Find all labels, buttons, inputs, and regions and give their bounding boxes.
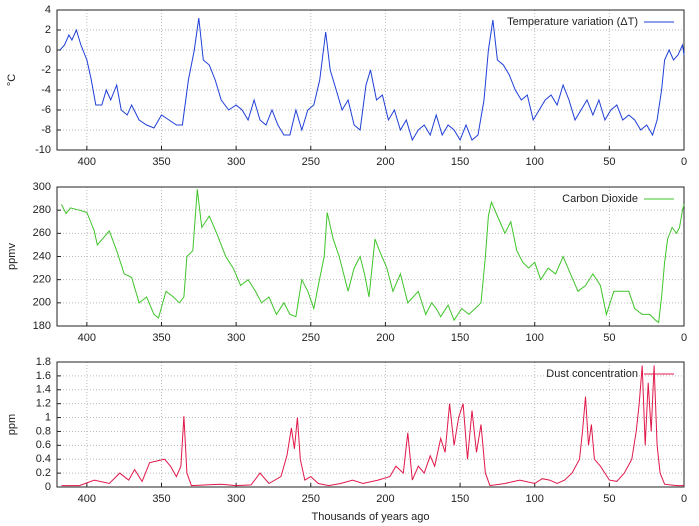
y-tick-label: 0 (45, 481, 51, 493)
x-tick-label: 200 (376, 332, 394, 344)
x-tick-label: 350 (152, 493, 170, 505)
x-tick-label: 200 (376, 156, 394, 168)
y-axis-label: °C (6, 74, 18, 86)
x-tick-label: 100 (526, 332, 544, 344)
y-tick-label: -6 (41, 104, 51, 116)
data-line (61, 189, 685, 324)
legend-label: Carbon Dioxide (562, 193, 638, 205)
y-axis-label: ppm (6, 414, 18, 435)
x-tick-label: 50 (603, 332, 615, 344)
y-tick-label: 1 (45, 411, 51, 423)
y-tick-label: 180 (33, 320, 51, 332)
x-tick-label: 0 (681, 332, 687, 344)
y-tick-label: 1.2 (36, 398, 51, 410)
legend-label: Temperature variation (ΔT) (507, 16, 638, 28)
y-tick-label: 0.8 (36, 425, 51, 437)
y-tick-label: 0.4 (36, 453, 51, 465)
x-tick-label: 100 (526, 493, 544, 505)
y-tick-label: 1.8 (36, 356, 51, 368)
x-tick-label: 400 (78, 332, 96, 344)
x-tick-label: 150 (451, 493, 469, 505)
y-tick-label: -8 (41, 124, 51, 136)
y-tick-label: -10 (35, 144, 51, 156)
x-tick-label: 400 (78, 156, 96, 168)
legend-label: Dust concentration (546, 368, 638, 380)
x-tick-label: 300 (227, 156, 245, 168)
y-tick-label: 0.6 (36, 439, 51, 451)
x-tick-label: 100 (526, 156, 544, 168)
x-tick-label: 250 (302, 493, 320, 505)
x-tick-label: 250 (302, 332, 320, 344)
x-tick-label: 350 (152, 332, 170, 344)
y-tick-label: -2 (41, 64, 51, 76)
y-tick-label: 200 (33, 297, 51, 309)
y-tick-label: 1.6 (36, 370, 51, 382)
x-tick-label: 300 (227, 332, 245, 344)
data-line (59, 17, 685, 142)
y-tick-label: 4 (45, 4, 51, 16)
plot-frame (56, 361, 685, 488)
x-tick-label: 0 (681, 493, 687, 505)
y-tick-label: 220 (33, 274, 51, 286)
x-tick-label: 350 (152, 156, 170, 168)
y-tick-label: 2 (45, 24, 51, 36)
plot-frame (56, 186, 685, 327)
x-tick-label: 0 (681, 156, 687, 168)
data-line (61, 365, 684, 487)
y-axis-label: ppmv (6, 243, 18, 270)
y-tick-label: -4 (41, 84, 51, 96)
x-tick-label: 150 (451, 156, 469, 168)
x-tick-label: 50 (603, 493, 615, 505)
x-tick-label: 400 (78, 493, 96, 505)
x-tick-label: 150 (451, 332, 469, 344)
x-tick-label: 250 (302, 156, 320, 168)
x-tick-label: 50 (603, 156, 615, 168)
y-tick-label: 0 (45, 44, 51, 56)
y-tick-label: 260 (33, 227, 51, 239)
y-tick-label: 300 (33, 181, 51, 193)
y-tick-label: 280 (33, 204, 51, 216)
y-tick-label: 1.4 (36, 384, 51, 396)
x-tick-label: 300 (227, 493, 245, 505)
y-tick-label: 240 (33, 250, 51, 262)
plot-frame (56, 9, 685, 151)
x-tick-label: 200 (376, 493, 394, 505)
y-tick-label: 0.2 (36, 467, 51, 479)
x-axis-label: Thousands of years ago (311, 511, 429, 523)
